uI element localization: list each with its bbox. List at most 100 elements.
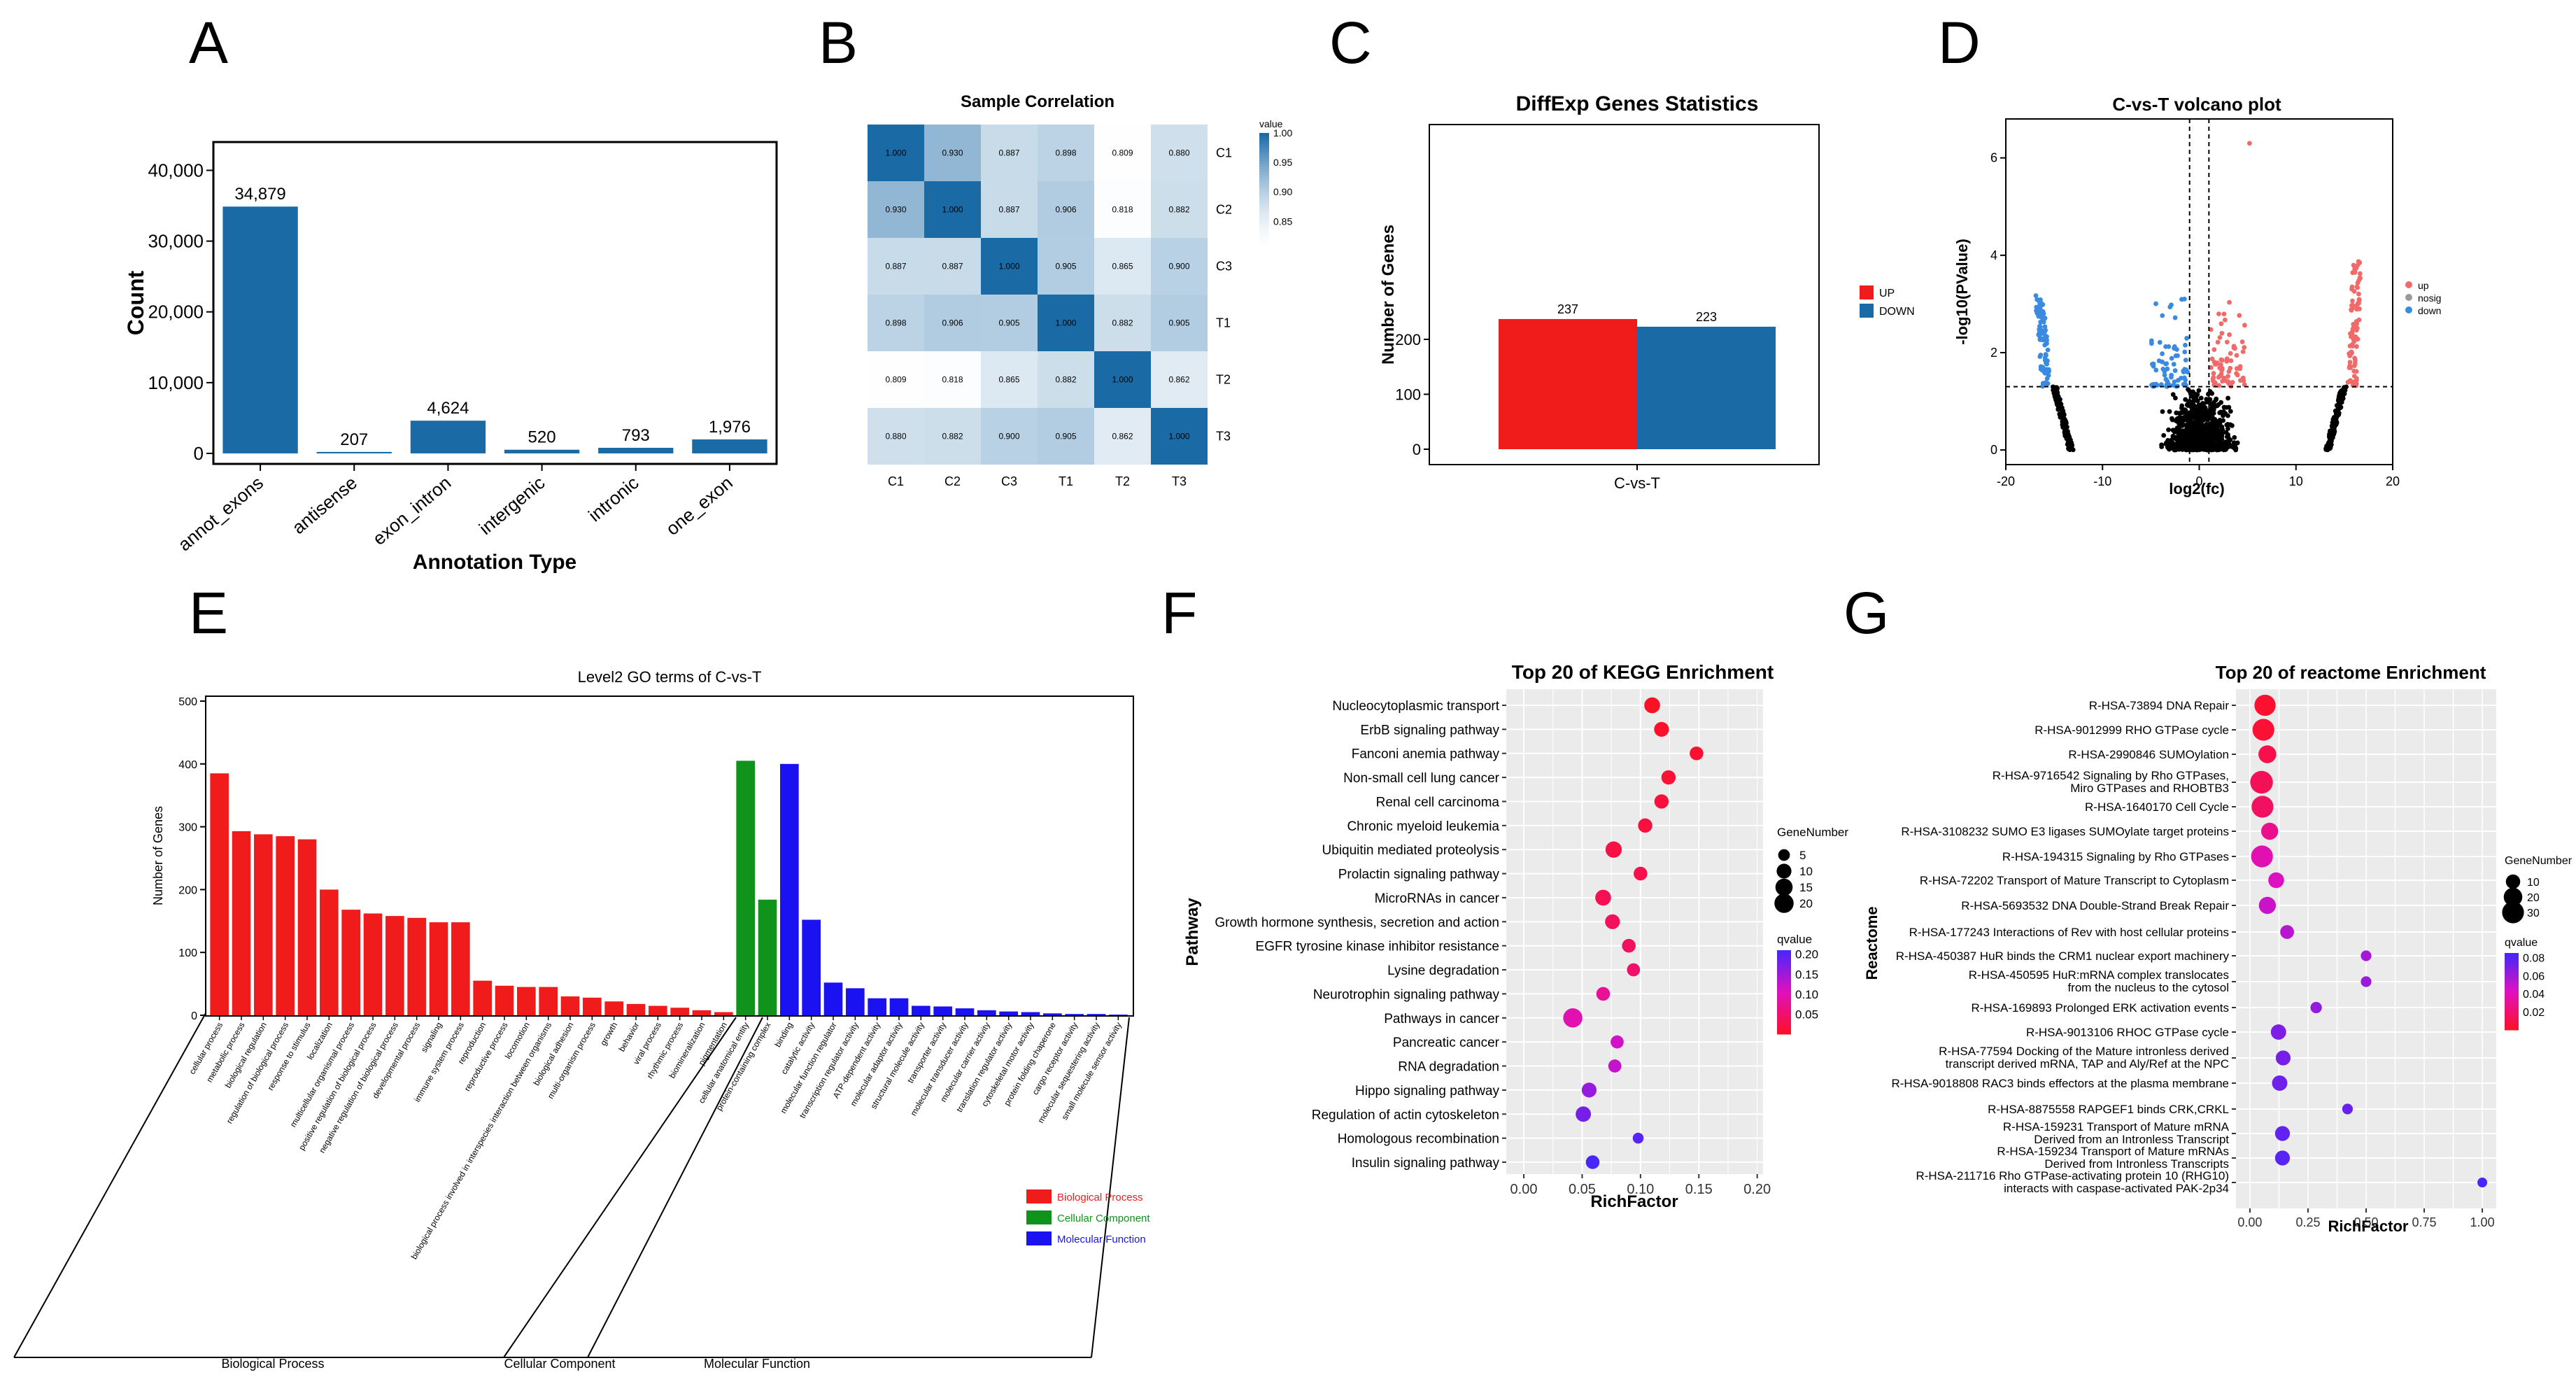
volcano-point xyxy=(2169,355,2174,361)
legend-gradient-step xyxy=(1259,183,1269,187)
reactome-term-label: R-HSA-9013106 RHOC GTPase cycle xyxy=(2026,1026,2229,1039)
color-legend-step xyxy=(2505,976,2519,980)
color-legend-label: 0.10 xyxy=(1795,988,1818,1001)
legend-title: value xyxy=(1259,118,1283,129)
volcano-point xyxy=(2187,437,2193,442)
color-legend-label: 0.02 xyxy=(2523,1007,2545,1019)
size-legend-title: GeneNumber xyxy=(2505,855,2573,867)
panel-b-correlation-heatmap: Sample Correlation 1.000 0.930 0.887 0.898 0.… xyxy=(868,92,1292,488)
reactome-term-label: R-HSA-450595 HuR:mRNA complex translocat… xyxy=(1969,968,2229,982)
legend-gradient-step xyxy=(1259,189,1269,192)
volcano-point xyxy=(2326,446,2331,452)
pathway-dot xyxy=(1690,746,1704,761)
bar xyxy=(604,1001,623,1015)
pathway-dot xyxy=(1654,794,1669,809)
volcano-point xyxy=(2181,432,2186,437)
volcano-point xyxy=(2213,397,2218,402)
volcano-point xyxy=(2198,437,2204,442)
legend-gradient-step xyxy=(1259,155,1269,159)
volcano-point xyxy=(2170,392,2176,397)
reactome-term-label: R-HSA-159234 Transport of Mature mRNAs xyxy=(1997,1145,2229,1158)
pathway-dot xyxy=(1611,1035,1624,1049)
color-legend-step xyxy=(2505,1004,2519,1008)
pathway-dot xyxy=(1605,841,1622,858)
color-legend-step xyxy=(2505,1012,2519,1015)
heatmap-cell-value: 0.898 xyxy=(885,318,906,328)
volcano-point xyxy=(2356,278,2361,283)
volcano-point xyxy=(2041,315,2046,320)
volcano-point xyxy=(2160,313,2165,318)
heatmap-cell xyxy=(924,125,981,181)
volcano-point xyxy=(2199,418,2205,423)
color-legend-step xyxy=(1777,1026,1791,1029)
heatmap-cell-value: 0.906 xyxy=(942,318,963,328)
legend-gradient-step xyxy=(1259,172,1269,176)
col-label: T1 xyxy=(1059,474,1073,488)
volcano-point xyxy=(2184,336,2189,341)
x-tick-label: 0 xyxy=(2195,474,2202,488)
volcano-point xyxy=(2034,305,2040,311)
volcano-point xyxy=(2351,374,2357,379)
bar xyxy=(999,1011,1018,1015)
volcano-point xyxy=(2162,372,2167,378)
color-legend-step xyxy=(1777,995,1791,998)
volcano-point xyxy=(2182,349,2188,355)
legend-gradient-step xyxy=(1259,136,1269,139)
bar xyxy=(320,889,339,1015)
bar xyxy=(846,988,865,1015)
color-legend-label: 0.20 xyxy=(1795,948,1818,961)
heatmap-cell-value: 0.818 xyxy=(942,375,963,385)
panel-letter-a: A xyxy=(189,10,228,76)
x-tick-label: 0.50 xyxy=(2354,1215,2378,1229)
volcano-point xyxy=(2203,416,2209,422)
volcano-point xyxy=(2239,339,2245,344)
color-legend-step xyxy=(2505,984,2519,987)
color-legend-step xyxy=(1777,1029,1791,1032)
volcano-point xyxy=(2219,424,2225,430)
volcano-point xyxy=(2223,404,2229,410)
color-legend-step xyxy=(1777,1023,1791,1026)
y-axis-title: Reactome xyxy=(1863,906,1881,980)
volcano-point xyxy=(2062,433,2068,438)
volcano-point xyxy=(2228,422,2233,428)
volcano-point xyxy=(2204,400,2209,405)
volcano-point xyxy=(2225,426,2230,431)
heatmap-cell-value: 0.809 xyxy=(885,375,906,385)
bar-value-label: 223 xyxy=(1696,310,1717,324)
volcano-point xyxy=(2227,299,2232,305)
bar xyxy=(451,922,470,1015)
volcano-point xyxy=(2045,358,2050,364)
color-legend-step xyxy=(1777,961,1791,965)
pathway-label: Neurotrophin signaling pathway xyxy=(1313,987,1500,1002)
volcano-point xyxy=(2040,302,2046,307)
volcano-point xyxy=(2157,339,2163,345)
volcano-point xyxy=(2209,356,2215,362)
volcano-point xyxy=(2215,339,2221,345)
panel-g-reactome-dot-plot: Top 20 of reactome Enrichment 0.00 0.25 0.5… xyxy=(1863,662,2573,1235)
x-tick-label: 0.20 xyxy=(1743,1182,1771,1197)
y-tick-label: 2 xyxy=(1990,346,1997,360)
legend-tick-label: 0.95 xyxy=(1273,157,1292,168)
bar xyxy=(316,451,392,453)
group-name-label: Cellular Component xyxy=(504,1357,615,1371)
y-axis-title: Number of Genes xyxy=(1379,225,1398,365)
heatmap-cell-value: 0.905 xyxy=(1055,262,1076,271)
volcano-point xyxy=(2198,414,2203,420)
x-tick-label: -10 xyxy=(2093,474,2111,488)
volcano-point xyxy=(2240,349,2246,355)
color-legend-step xyxy=(2505,1015,2519,1018)
heatmap-cell-value: 0.880 xyxy=(1168,148,1189,158)
x-tick-label: 20 xyxy=(2386,474,2400,488)
color-legend-label: 0.05 xyxy=(1795,1008,1818,1021)
reactome-dot xyxy=(2252,719,2274,741)
legend-gradient-step xyxy=(1259,169,1269,173)
color-legend-step xyxy=(2505,991,2519,995)
volcano-point xyxy=(2054,395,2059,401)
color-legend-label: 0.04 xyxy=(2523,989,2545,1001)
size-legend-title: GeneNumber xyxy=(1777,826,1848,839)
color-legend-step xyxy=(1777,1001,1791,1004)
volcano-point xyxy=(2224,356,2230,362)
size-legend-label: 10 xyxy=(1799,865,1813,878)
volcano-point xyxy=(2228,409,2233,414)
heatmap-cell xyxy=(1094,351,1151,408)
